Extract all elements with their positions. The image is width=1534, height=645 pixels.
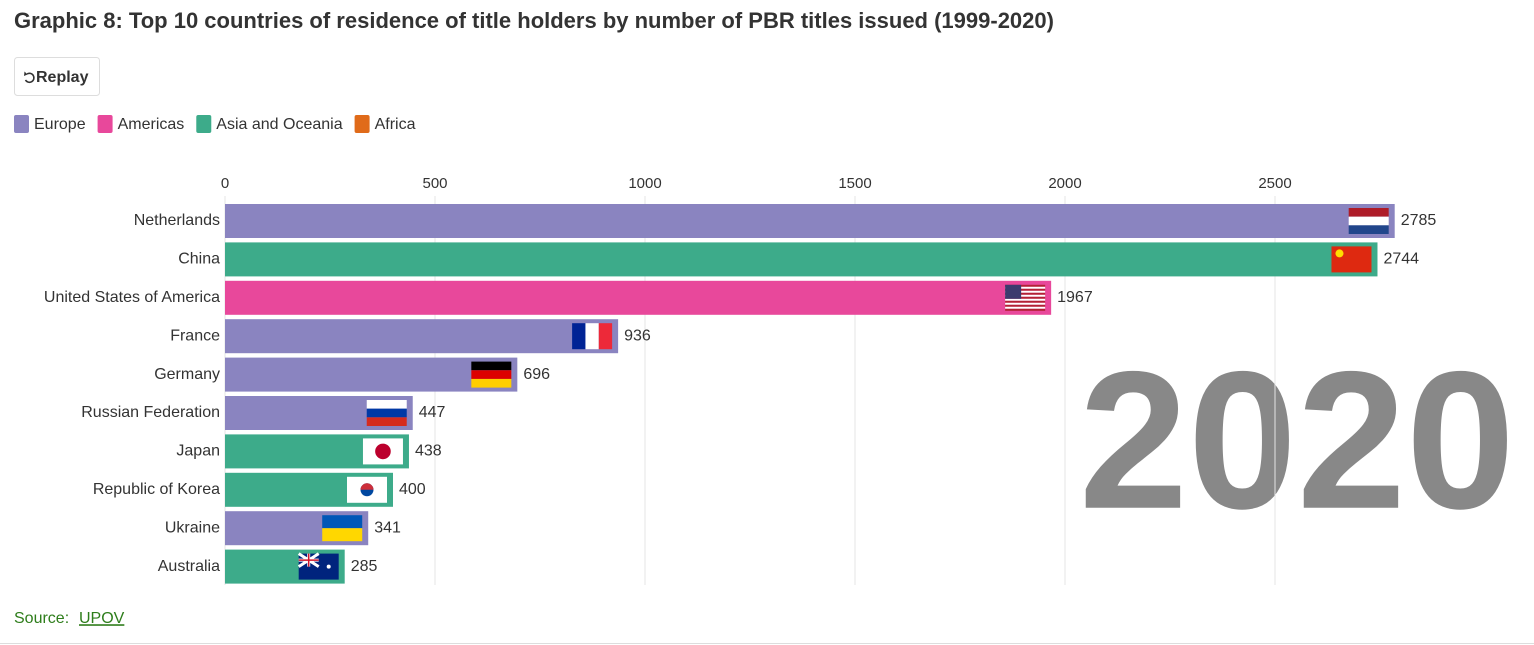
flag-stripe <box>598 323 613 350</box>
flag-stripe <box>471 361 512 371</box>
value-label: 400 <box>399 481 426 498</box>
x-tick-label: 2500 <box>1258 175 1291 192</box>
value-label: 936 <box>624 327 651 344</box>
value-label: 438 <box>415 443 442 460</box>
replay-button[interactable]: Replay <box>14 57 100 96</box>
flag-union-red <box>298 553 319 567</box>
flag <box>471 361 512 388</box>
source-label: Source: <box>14 610 69 627</box>
flag-stripe <box>1005 294 1046 297</box>
y-tick-label: Australia <box>158 558 220 575</box>
flag <box>347 476 387 503</box>
y-tick-label: China <box>178 251 220 268</box>
flag-stripe <box>585 323 599 350</box>
flag-stripe <box>1005 304 1046 307</box>
flag-stripe <box>366 408 407 418</box>
bar <box>225 204 1395 238</box>
value-label: 2744 <box>1383 251 1419 268</box>
legend-label: Europe <box>34 116 86 133</box>
bar <box>225 357 518 392</box>
title: Graphic 8: Top 10 countries of residence… <box>14 8 1054 33</box>
x-tick-label: 1000 <box>628 175 661 192</box>
value-label: 2785 <box>1401 212 1437 229</box>
x-tick-label: 1500 <box>838 175 871 192</box>
value-label: 447 <box>419 404 446 421</box>
flag-stripe <box>1348 208 1389 217</box>
legend-label: Africa <box>375 116 416 133</box>
y-tick-label: Ukraine <box>165 519 220 536</box>
flag-stripe <box>1005 302 1046 305</box>
y-tick-label: Germany <box>154 366 220 383</box>
flag-canton <box>1005 284 1022 299</box>
flag-disc-top <box>360 483 374 490</box>
y-tick-label: Netherlands <box>134 212 220 229</box>
legend-label: Americas <box>118 116 185 133</box>
flag-stripe <box>1005 284 1046 287</box>
flag-stripe <box>366 400 407 409</box>
legend-label: Asia and Oceania <box>216 116 342 133</box>
year-label: 2020 <box>1079 331 1515 550</box>
flag-stripe <box>471 378 512 388</box>
flag-stripe <box>322 528 363 542</box>
flag-star <box>1335 249 1344 258</box>
flag-stripe <box>1005 298 1046 301</box>
flag-stripe <box>366 417 407 426</box>
flag-stripe <box>1348 225 1389 234</box>
legend-swatch <box>14 115 29 133</box>
y-tick-label: Republic of Korea <box>93 481 220 498</box>
flag-stripe <box>1005 306 1046 309</box>
flag <box>1348 208 1389 234</box>
flag-stripe <box>1005 296 1046 299</box>
bar <box>225 242 1378 277</box>
x-tick-label: 0 <box>221 175 229 192</box>
button-frame[interactable] <box>14 57 100 96</box>
legend-swatch <box>196 115 212 133</box>
flag <box>572 323 613 350</box>
flag-star <box>326 564 331 569</box>
button-label[interactable]: Replay <box>36 69 89 86</box>
bar <box>225 319 619 354</box>
flag-stripe <box>1005 300 1046 303</box>
flag <box>297 552 339 580</box>
replay-icon-arrow <box>24 71 28 76</box>
replay-icon <box>24 72 35 84</box>
flag-disc <box>375 443 391 460</box>
source-link[interactable]: UPOV <box>79 610 125 627</box>
flag-stripe <box>322 515 363 529</box>
flag <box>322 515 363 542</box>
legend-swatch <box>354 115 370 133</box>
value-label: 1967 <box>1057 289 1093 306</box>
flag-stripe <box>1348 216 1389 226</box>
flag-stripe <box>572 323 586 350</box>
y-tick-label: France <box>170 327 220 344</box>
value-label: 285 <box>351 558 378 575</box>
value-label: 696 <box>523 366 550 383</box>
flag-stripe <box>1005 308 1046 311</box>
bar <box>225 280 1052 315</box>
y-tick-label: Russian Federation <box>81 404 220 421</box>
y-tick-label: United States of America <box>44 289 220 306</box>
flag-stripe <box>1005 288 1046 291</box>
flag <box>1331 246 1372 273</box>
flag-stripe <box>1005 286 1046 289</box>
legend-swatch <box>97 115 113 133</box>
value-label: 341 <box>374 519 401 536</box>
y-tick-label: Japan <box>176 443 220 460</box>
flag-stripe <box>1005 290 1046 293</box>
flag-stripe <box>471 370 512 379</box>
x-tick-label: 500 <box>422 175 447 192</box>
x-tick-label: 2000 <box>1048 175 1081 192</box>
flag <box>362 438 403 465</box>
flag <box>1005 284 1046 311</box>
flag-stripe <box>1005 292 1046 295</box>
flag <box>366 400 407 426</box>
